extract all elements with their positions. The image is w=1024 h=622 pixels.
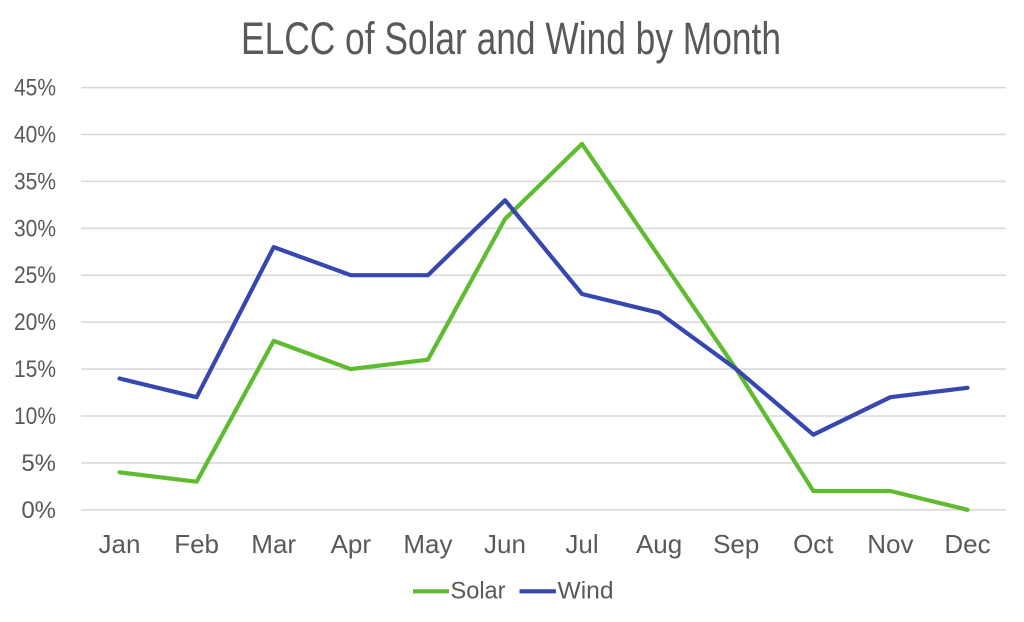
- svg-text:10%: 10%: [14, 403, 56, 430]
- svg-text:Solar: Solar: [451, 578, 506, 605]
- svg-text:35%: 35%: [14, 168, 56, 195]
- svg-text:Sep: Sep: [713, 529, 759, 559]
- svg-text:Jul: Jul: [565, 529, 598, 559]
- svg-text:Mar: Mar: [251, 529, 296, 559]
- svg-text:5%: 5%: [21, 450, 56, 477]
- svg-text:30%: 30%: [14, 215, 56, 242]
- svg-text:Wind: Wind: [558, 578, 614, 605]
- svg-text:Feb: Feb: [174, 529, 219, 559]
- svg-text:40%: 40%: [14, 122, 56, 149]
- svg-text:0%: 0%: [21, 497, 56, 524]
- svg-text:15%: 15%: [14, 356, 56, 383]
- svg-text:Apr: Apr: [331, 529, 372, 559]
- svg-text:Aug: Aug: [636, 529, 682, 559]
- svg-text:ELCC of Solar and Wind by Mont: ELCC of Solar and Wind by Month: [241, 13, 781, 64]
- svg-text:20%: 20%: [14, 309, 56, 336]
- svg-text:45%: 45%: [14, 75, 56, 102]
- svg-text:25%: 25%: [14, 262, 56, 289]
- svg-text:Oct: Oct: [793, 529, 834, 559]
- svg-text:Dec: Dec: [944, 529, 990, 559]
- svg-text:Nov: Nov: [867, 529, 913, 559]
- svg-text:May: May: [403, 529, 452, 559]
- svg-text:Jan: Jan: [99, 529, 141, 559]
- svg-text:Jun: Jun: [484, 529, 526, 559]
